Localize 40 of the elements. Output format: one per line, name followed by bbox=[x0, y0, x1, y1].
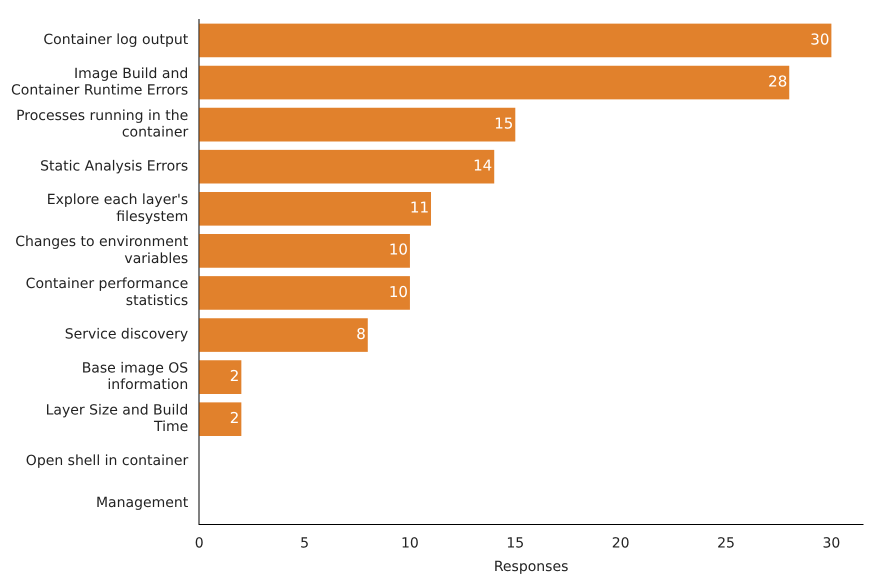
bar bbox=[199, 234, 410, 268]
y-tick-label: Container log output bbox=[43, 32, 189, 48]
x-axis-title: Responses bbox=[494, 559, 568, 576]
bar bbox=[199, 66, 790, 100]
bar bbox=[199, 150, 494, 184]
y-tick-label: Processes running in the container bbox=[16, 108, 188, 141]
bar bbox=[199, 24, 832, 58]
x-tick-label: 20 bbox=[612, 535, 630, 552]
bar bbox=[199, 108, 516, 142]
bar bbox=[199, 402, 242, 436]
x-tick-label: 5 bbox=[300, 535, 310, 552]
data-label: 15 bbox=[494, 114, 514, 132]
x-tick-label: 30 bbox=[822, 535, 840, 552]
data-label: 14 bbox=[473, 156, 492, 175]
data-label: 2 bbox=[230, 409, 240, 428]
data-label: 10 bbox=[388, 282, 408, 301]
bar bbox=[199, 360, 242, 394]
x-tick-label: 15 bbox=[506, 535, 524, 552]
y-tick-label: Container performance statistics bbox=[26, 276, 188, 309]
y-tick-label: Layer Size and Build Time bbox=[46, 402, 188, 436]
data-label: 11 bbox=[410, 198, 430, 217]
data-label: 10 bbox=[388, 240, 408, 259]
bar bbox=[199, 318, 368, 352]
bar bbox=[199, 192, 432, 226]
data-label: 30 bbox=[810, 30, 830, 48]
data-label: 2 bbox=[230, 367, 240, 385]
data-label: 8 bbox=[356, 324, 366, 343]
y-tick-label: Image Build and Container Runtime Errors bbox=[10, 66, 188, 99]
y-tick-label: Open shell in container bbox=[26, 452, 188, 469]
y-tick-label: Explore each layer's filesystem bbox=[46, 192, 188, 225]
y-tick-label: Service discovery bbox=[64, 326, 188, 343]
y-tick-label: Base image OS information bbox=[82, 360, 188, 394]
x-tick-label: 10 bbox=[401, 535, 419, 552]
y-tick-label: Changes to environment variables bbox=[15, 234, 189, 267]
x-tick-label: 25 bbox=[717, 535, 735, 552]
bar bbox=[199, 276, 410, 310]
y-tick-label: Static Analysis Errors bbox=[40, 158, 188, 174]
x-tick-label: 0 bbox=[194, 535, 204, 552]
data-label: 28 bbox=[768, 72, 788, 90]
y-tick-label: Management bbox=[96, 495, 189, 511]
